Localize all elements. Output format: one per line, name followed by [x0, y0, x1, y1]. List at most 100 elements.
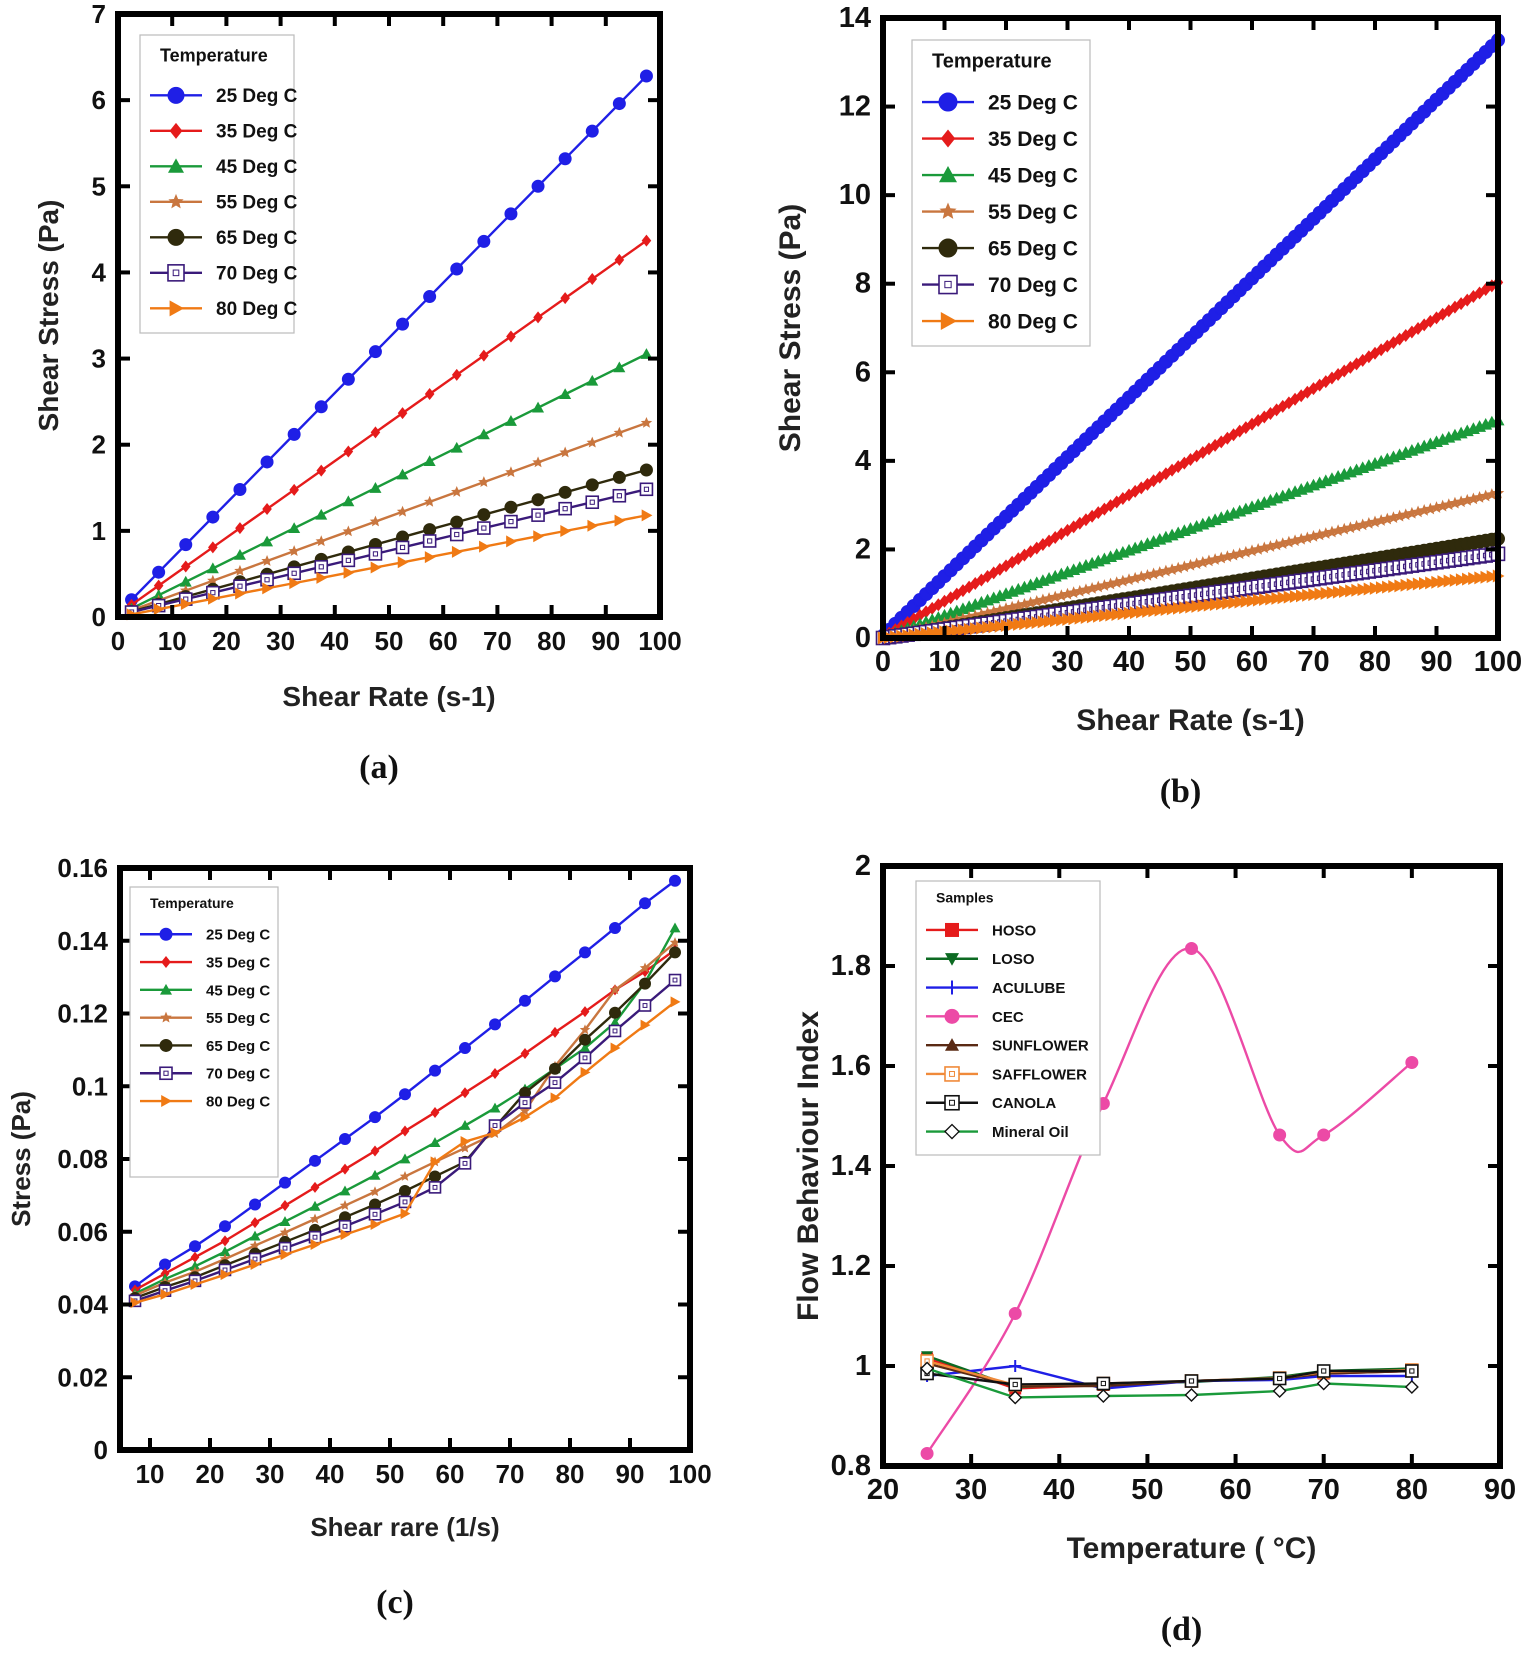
data-point — [1265, 592, 1277, 606]
data-point — [640, 348, 653, 359]
x-tick-label: 80 — [556, 1459, 585, 1489]
data-point — [368, 547, 383, 561]
data-point — [1317, 1128, 1331, 1142]
data-point-inner — [1321, 1368, 1327, 1374]
data-point — [1308, 588, 1320, 602]
data-point — [585, 495, 600, 510]
legend-entry: 45 Deg C — [988, 165, 1078, 188]
data-point — [458, 1157, 472, 1170]
data-point — [423, 523, 437, 537]
data-point — [1086, 509, 1098, 523]
data-point — [1056, 613, 1068, 627]
x-tick-label: 90 — [1484, 1474, 1516, 1506]
data-point — [289, 577, 301, 590]
data-point — [558, 485, 572, 499]
data-point — [1404, 1380, 1419, 1394]
data-point — [1412, 577, 1425, 591]
legend-marker — [160, 983, 172, 995]
legend-entry: 35 Deg C — [988, 128, 1078, 151]
x-tick-label: 70 — [1308, 1474, 1340, 1506]
data-point — [609, 984, 621, 995]
data-point — [477, 428, 490, 440]
data-point-inner — [535, 512, 541, 518]
data-point — [399, 1185, 411, 1198]
legend-entry: 45 Deg C — [206, 982, 270, 999]
data-point — [549, 970, 561, 983]
x-tick-label: 70 — [483, 626, 512, 656]
legend-entry: SUNFLOWER — [992, 1038, 1089, 1055]
series-25-deg-c — [125, 69, 653, 607]
y-tick-label: 0.08 — [57, 1144, 108, 1174]
y-tick-label: 0.06 — [57, 1217, 108, 1247]
data-point — [639, 482, 654, 497]
data-point — [1050, 614, 1062, 628]
panel-label: (b) — [1160, 773, 1202, 810]
data-point — [261, 555, 273, 566]
legend-marker — [159, 1038, 173, 1052]
x-tick-label: 100 — [668, 1459, 711, 1489]
y-tick-label: 7 — [92, 0, 106, 29]
data-point — [429, 1064, 441, 1077]
x-tick-label: 10 — [158, 626, 187, 656]
data-point — [1019, 617, 1031, 631]
data-point — [1062, 612, 1074, 626]
data-point — [578, 1051, 592, 1065]
data-point — [1351, 583, 1364, 597]
x-tick-label: 100 — [1474, 646, 1522, 678]
data-point — [1394, 332, 1405, 346]
x-tick-label: 60 — [1236, 646, 1268, 678]
data-point — [477, 521, 491, 535]
data-point — [1259, 593, 1271, 607]
x-tick-label: 70 — [1297, 646, 1329, 678]
data-point — [449, 527, 464, 542]
x-tick-label: 10 — [136, 1459, 165, 1489]
data-point — [1096, 1376, 1111, 1391]
data-point-inner — [427, 538, 433, 544]
data-point — [424, 387, 435, 400]
data-point — [609, 1017, 621, 1027]
x-tick-label: 80 — [537, 626, 566, 656]
data-point — [1240, 594, 1253, 608]
data-point — [423, 290, 437, 304]
data-point — [1302, 588, 1314, 602]
data-point — [1000, 619, 1013, 633]
x-tick-label: 100 — [638, 626, 681, 656]
data-point — [1425, 314, 1436, 328]
legend-marker — [168, 193, 184, 209]
data-point — [531, 493, 545, 507]
data-point — [1455, 573, 1468, 587]
legend-entry: SAFFLOWER — [992, 1066, 1087, 1083]
legend-marker — [938, 92, 958, 112]
data-point — [982, 569, 993, 583]
y-tick-label: 1.6 — [831, 1050, 871, 1082]
data-point — [933, 598, 944, 612]
series-aculube — [921, 1360, 1418, 1395]
data-point — [1197, 599, 1210, 613]
data-point — [479, 540, 490, 553]
data-point-inner — [1409, 1368, 1415, 1374]
data-point — [1234, 424, 1245, 438]
data-point — [1406, 578, 1419, 592]
y-tick-label: 14 — [839, 2, 871, 34]
data-point — [208, 592, 219, 605]
data-point — [1419, 576, 1431, 590]
data-point — [279, 1176, 291, 1189]
data-point-inner — [210, 590, 216, 596]
data-point — [1043, 614, 1056, 628]
x-tick-label: 30 — [256, 1459, 285, 1489]
data-point — [369, 1111, 381, 1124]
legend-marker — [940, 129, 956, 148]
data-point — [309, 1154, 321, 1167]
y-tick-label: 1.2 — [831, 1250, 871, 1282]
data-point — [1008, 1377, 1023, 1392]
data-point — [1240, 421, 1252, 435]
data-point — [1462, 572, 1474, 586]
data-point — [400, 1125, 410, 1137]
data-point — [249, 1198, 261, 1211]
data-point — [343, 445, 354, 458]
data-point-inner — [612, 1028, 618, 1034]
legend-entry: 65 Deg C — [206, 1038, 270, 1055]
data-point — [1316, 1364, 1331, 1378]
data-point — [422, 534, 437, 548]
data-point — [397, 407, 408, 420]
